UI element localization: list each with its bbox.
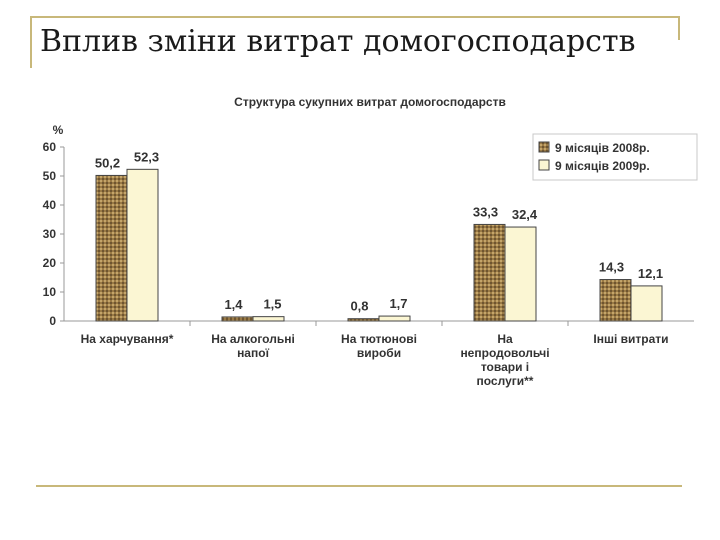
y-tick-label: 50 xyxy=(43,169,57,183)
data-label: 33,3 xyxy=(473,204,498,219)
bar xyxy=(473,223,506,322)
slide-title: Вплив зміни витрат домогосподарств xyxy=(40,24,636,59)
y-tick-label: 40 xyxy=(43,198,57,212)
bars xyxy=(95,168,663,322)
y-tick-label: 30 xyxy=(43,227,57,241)
category-label: На харчування* xyxy=(81,332,174,346)
frame-line-top xyxy=(30,16,680,18)
data-label: 1,7 xyxy=(389,296,407,311)
legend-swatch xyxy=(538,141,550,153)
bar xyxy=(378,315,411,322)
bar xyxy=(630,285,663,322)
data-label: 52,3 xyxy=(134,149,159,164)
y-tick-label: 20 xyxy=(43,256,57,270)
bar xyxy=(126,168,159,322)
data-label: 0,8 xyxy=(350,299,368,314)
frame-line-bottom xyxy=(36,485,682,487)
category-label: непродовольчі xyxy=(460,346,549,360)
bar xyxy=(504,226,537,322)
category-label: вироби xyxy=(357,346,401,360)
bar xyxy=(252,316,285,322)
y-tick-label: 10 xyxy=(43,285,57,299)
frame-line-left xyxy=(30,16,32,68)
legend-box xyxy=(532,133,698,181)
data-label: 50,2 xyxy=(95,155,120,170)
category-label: послуги** xyxy=(477,374,534,388)
y-tick-label: 0 xyxy=(49,314,56,328)
bar xyxy=(599,279,632,322)
category-label: На тютюнові xyxy=(341,332,417,346)
axes: 0 10 20 30 40 50 60 xyxy=(43,140,694,328)
data-label: 1,4 xyxy=(224,297,243,312)
category-label: Інші витрати xyxy=(593,332,668,346)
data-label: 1,5 xyxy=(263,297,281,312)
data-labels: 50,2 52,3 1,4 1,5 0,8 1,7 33,3 32,4 14,3 12,1 xyxy=(95,149,663,313)
y-tick-label: 60 xyxy=(43,140,57,154)
frame-line-right xyxy=(678,16,680,40)
chart-title: Структура сукупних витрат домогосподарст… xyxy=(234,95,506,109)
data-label: 32,4 xyxy=(512,207,538,222)
legend: 9 місяців 2008р. 9 місяців 2009р. xyxy=(532,133,698,181)
bar xyxy=(221,316,254,322)
legend-swatch xyxy=(538,159,550,171)
bar xyxy=(95,174,128,322)
category-label: товари і xyxy=(481,360,529,374)
category-label: На алкогольні xyxy=(211,332,295,346)
category-label: напої xyxy=(237,346,270,360)
data-label: 12,1 xyxy=(638,266,663,281)
y-axis-unit-label: % xyxy=(53,123,64,137)
data-label: 14,3 xyxy=(599,260,624,275)
legend-label: 9 місяців 2009р. xyxy=(555,159,650,173)
bar xyxy=(347,318,380,322)
legend-label: 9 місяців 2008р. xyxy=(555,141,650,155)
category-label: На xyxy=(497,332,513,346)
